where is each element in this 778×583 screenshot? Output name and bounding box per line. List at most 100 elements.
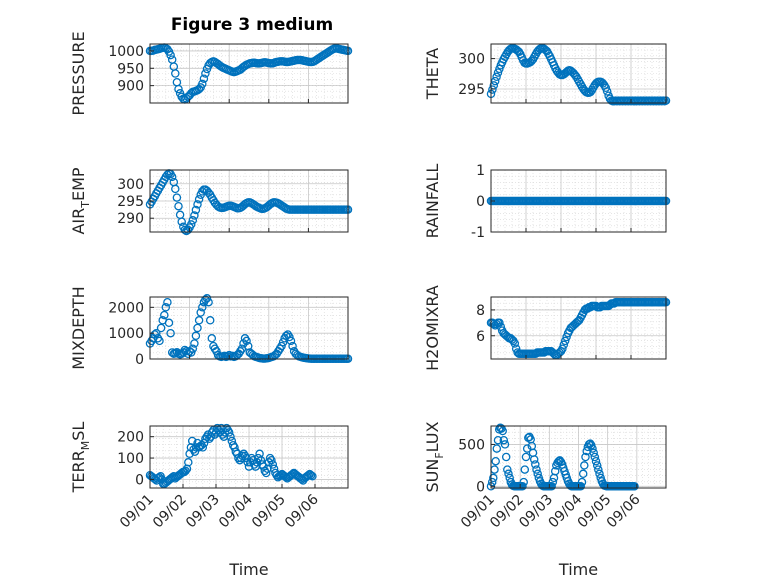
y-tick-label: 290: [117, 211, 144, 227]
data-point: [196, 308, 205, 317]
data-point: [191, 331, 201, 341]
data-point: [186, 348, 196, 357]
data-point: [529, 455, 539, 464]
x-tick-label: 09/02: [150, 492, 190, 532]
data-point: [558, 344, 567, 353]
data-point: [198, 79, 207, 89]
subplot-mixdepth: 0 1000 2000 MIXDEPTH: [69, 286, 353, 370]
data-point: [306, 470, 316, 480]
data-point: [491, 456, 500, 466]
data-point: [286, 336, 296, 346]
data-point: [578, 469, 588, 479]
data-point: [184, 458, 193, 467]
y-tick-label: 0: [476, 479, 485, 495]
data-point: [308, 471, 317, 481]
data-point: [489, 319, 499, 329]
data-point: [205, 316, 215, 325]
data-point: [502, 331, 511, 341]
data-point: [560, 336, 570, 346]
data-point: [493, 68, 503, 77]
data-point: [602, 87, 612, 96]
data-point: [553, 458, 562, 468]
data-point: [191, 205, 201, 215]
y-tick-label: 1000: [108, 326, 144, 342]
data-point: [506, 334, 515, 343]
y-tick-label: 200: [117, 430, 144, 446]
data-series: [486, 196, 671, 206]
figure-title: Figure 3 medium: [171, 15, 333, 35]
data-series: [486, 44, 671, 106]
data-point: [177, 217, 186, 226]
axes-box: [149, 296, 349, 360]
data-point: [223, 352, 232, 361]
x-tick-label: 09/04: [216, 491, 256, 531]
data-point: [492, 72, 501, 82]
data-point: [174, 84, 183, 94]
data-point: [198, 443, 208, 452]
subplot-rainfall: -1 0 1 RAINFALL: [423, 163, 671, 241]
data-point: [288, 341, 297, 351]
data-point: [555, 456, 565, 465]
data-point: [161, 303, 171, 312]
data-point: [490, 321, 500, 330]
data-point: [501, 452, 511, 462]
axes-box: [490, 43, 667, 104]
data-point: [521, 452, 531, 462]
data-point: [226, 432, 235, 441]
data-point: [547, 482, 556, 491]
data-point: [580, 461, 589, 470]
data-point: [193, 200, 202, 209]
data-point: [188, 216, 198, 225]
data-point: [518, 482, 527, 491]
y-tick-label: 300: [117, 177, 144, 193]
data-point: [576, 482, 586, 491]
y-axis-label: THETA: [423, 48, 442, 100]
data-point: [171, 349, 180, 358]
data-point: [548, 477, 558, 487]
data-point: [598, 79, 608, 88]
data-point: [304, 470, 313, 480]
data-point: [261, 468, 271, 478]
data-point: [239, 449, 248, 459]
y-tick-label: 0: [476, 194, 485, 210]
axes-box: [490, 296, 667, 360]
y-tick-label: 295: [458, 82, 485, 98]
data-point: [250, 460, 259, 469]
y-axis-label: RAINFALL: [423, 164, 442, 239]
data-point: [199, 74, 209, 83]
y-tick-label: 1000: [108, 44, 144, 60]
x-tick-label: 09/05: [249, 492, 289, 532]
data-point: [588, 444, 597, 453]
y-axis-label: MIXDEPTH: [69, 286, 88, 369]
x-tick-label: 09/06: [282, 491, 322, 531]
data-point: [527, 56, 536, 66]
data-point: [193, 323, 202, 333]
data-series: [486, 297, 671, 360]
data-point: [201, 434, 210, 444]
y-tick-label: 6: [476, 329, 485, 345]
data-point: [194, 443, 204, 452]
data-point: [504, 469, 513, 479]
data-point: [572, 318, 581, 328]
data-series: [145, 169, 353, 236]
data-point: [288, 469, 297, 479]
y-tick-label: 950: [117, 61, 144, 77]
data-point: [277, 341, 286, 351]
data-point: [276, 470, 285, 480]
data-point: [167, 172, 177, 182]
data-point: [498, 426, 507, 436]
data-point: [163, 297, 172, 307]
y-tick-label: 0: [135, 352, 144, 368]
data-point: [198, 303, 207, 312]
data-series: [145, 423, 317, 488]
y-tick-label: 8: [476, 303, 485, 319]
x-tick-label: 09/01: [117, 492, 157, 532]
data-point: [570, 70, 580, 80]
data-point: [490, 76, 500, 86]
data-point: [586, 87, 595, 97]
data-point: [187, 436, 197, 446]
data-point: [281, 473, 291, 482]
data-point: [180, 225, 190, 235]
data-point: [577, 477, 587, 487]
